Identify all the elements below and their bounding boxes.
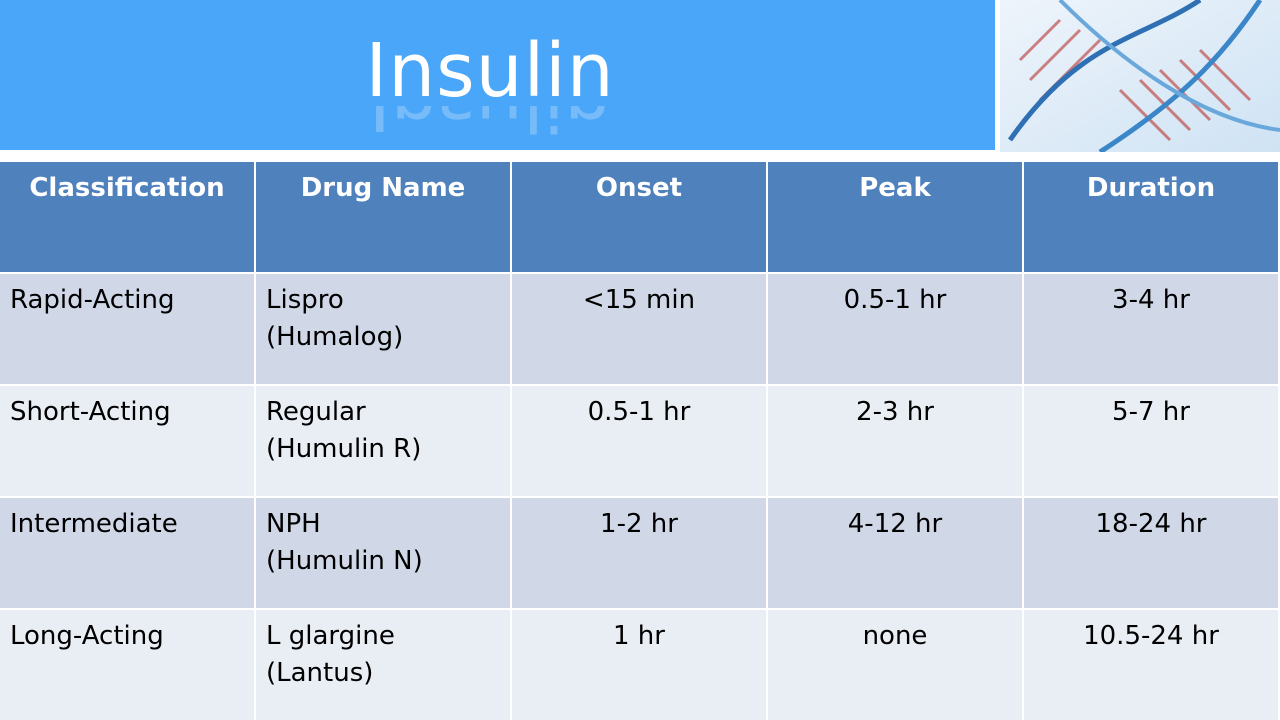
table-cell: 0.5-1 hr (512, 386, 766, 496)
cell-line: (Humulin R) (266, 434, 422, 464)
cell-line: L glargine (266, 621, 395, 651)
column-header: Peak (768, 162, 1022, 272)
table-cell: 10.5-24 hr (1024, 610, 1278, 720)
table-cell: 0.5-1 hr (768, 274, 1022, 384)
table-cell: 2-3 hr (768, 386, 1022, 496)
table-cell: Regular (Humulin R) (256, 386, 510, 496)
table-cell: L glargine (Lantus) (256, 610, 510, 720)
cell-line: (Lantus) (266, 658, 374, 688)
table-cell: 1 hr (512, 610, 766, 720)
title-band (0, 0, 995, 150)
dna-image (1000, 0, 1280, 152)
table-cell: <15 min (512, 274, 766, 384)
cell-line: (Humalog) (266, 322, 404, 352)
table-cell: none (768, 610, 1022, 720)
cell-line: (Humulin N) (266, 546, 423, 576)
table-cell: 4-12 hr (768, 498, 1022, 608)
table-cell: Intermediate (0, 498, 254, 608)
table-cell: 5-7 hr (1024, 386, 1278, 496)
table-cell: Lispro (Humalog) (256, 274, 510, 384)
column-header: Drug Name (256, 162, 510, 272)
slide-title: Insulin (365, 28, 615, 114)
table-cell: Short-Acting (0, 386, 254, 496)
table-cell: 18-24 hr (1024, 498, 1278, 608)
insulin-table: Classification Drug Name Onset Peak Duration… (0, 162, 1280, 720)
cell-line: NPH (266, 509, 321, 539)
column-header: Classification (0, 162, 254, 272)
table-cell: Rapid-Acting (0, 274, 254, 384)
column-header: Onset (512, 162, 766, 272)
table-cell: 1-2 hr (512, 498, 766, 608)
table-cell: 3-4 hr (1024, 274, 1278, 384)
table-cell: Long-Acting (0, 610, 254, 720)
cell-line: Regular (266, 397, 366, 427)
title-reflection: Insulin (0, 106, 980, 146)
cell-line: Lispro (266, 285, 344, 315)
column-header: Duration (1024, 162, 1278, 272)
table-cell: NPH (Humulin N) (256, 498, 510, 608)
